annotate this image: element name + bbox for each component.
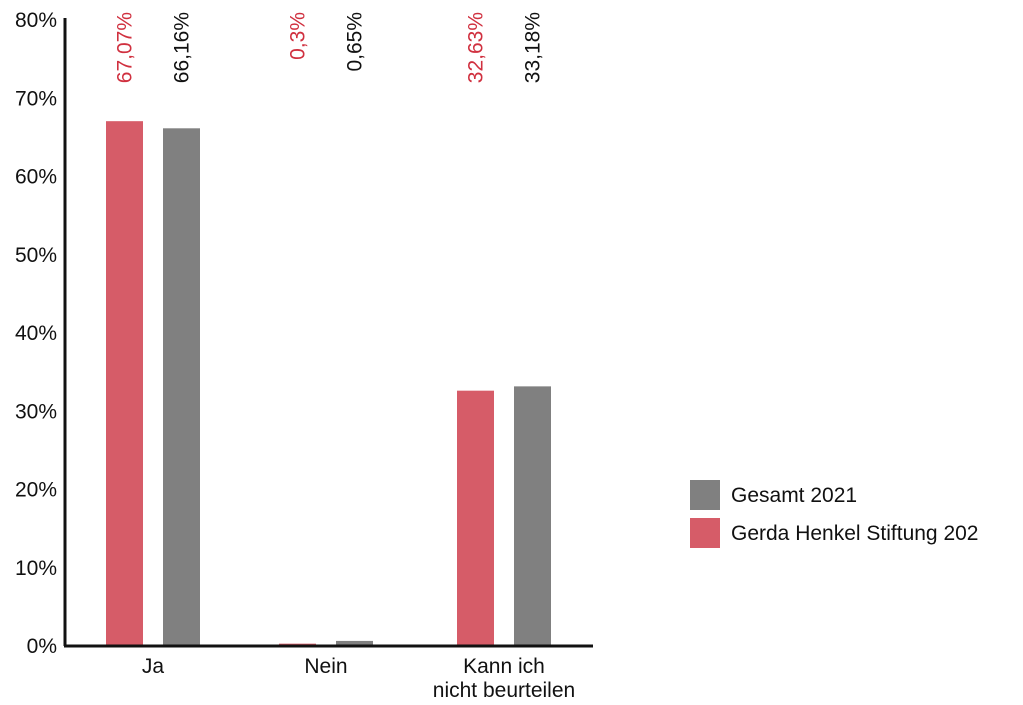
bar [106, 121, 143, 647]
y-tick-label: 50% [15, 244, 57, 267]
legend-swatch [690, 480, 720, 510]
value-labels: 67,07% 0,3% 32,63% 66,16% 0,65% 33,18% [114, 12, 545, 83]
data-label: 67,07% [114, 12, 137, 83]
y-tick-label: 30% [15, 400, 57, 423]
data-label: 66,16% [171, 12, 194, 83]
legend: Gesamt 2021 Gerda Henkel Stiftung 202 [690, 480, 979, 548]
data-label: 0,65% [344, 12, 367, 72]
y-tick-label: 0% [27, 635, 57, 658]
data-label: 33,18% [522, 12, 545, 83]
legend-swatch [690, 518, 720, 548]
y-tick-label: 40% [15, 322, 57, 345]
bar [457, 390, 494, 646]
data-label: 0,3% [287, 12, 310, 60]
bars [106, 121, 551, 647]
category-label: Kann ich [463, 655, 545, 678]
y-tick-label: 80% [15, 9, 57, 32]
bar [514, 386, 551, 646]
category-label: Ja [142, 655, 165, 678]
y-tick-label: 70% [15, 87, 57, 110]
bar [163, 128, 200, 647]
y-axis-ticks: 0% 10% 20% 30% 40% 50% 60% 70% 80% [15, 9, 57, 658]
data-label: 32,63% [465, 12, 488, 83]
legend-label: Gesamt 2021 [731, 484, 857, 507]
y-tick-label: 60% [15, 166, 57, 189]
y-tick-label: 10% [15, 557, 57, 580]
bar [336, 640, 373, 646]
legend-label: Gerda Henkel Stiftung 202 [731, 522, 979, 545]
category-label: Nein [304, 655, 347, 678]
category-label: nicht beurteilen [433, 679, 575, 702]
y-tick-label: 20% [15, 479, 57, 502]
